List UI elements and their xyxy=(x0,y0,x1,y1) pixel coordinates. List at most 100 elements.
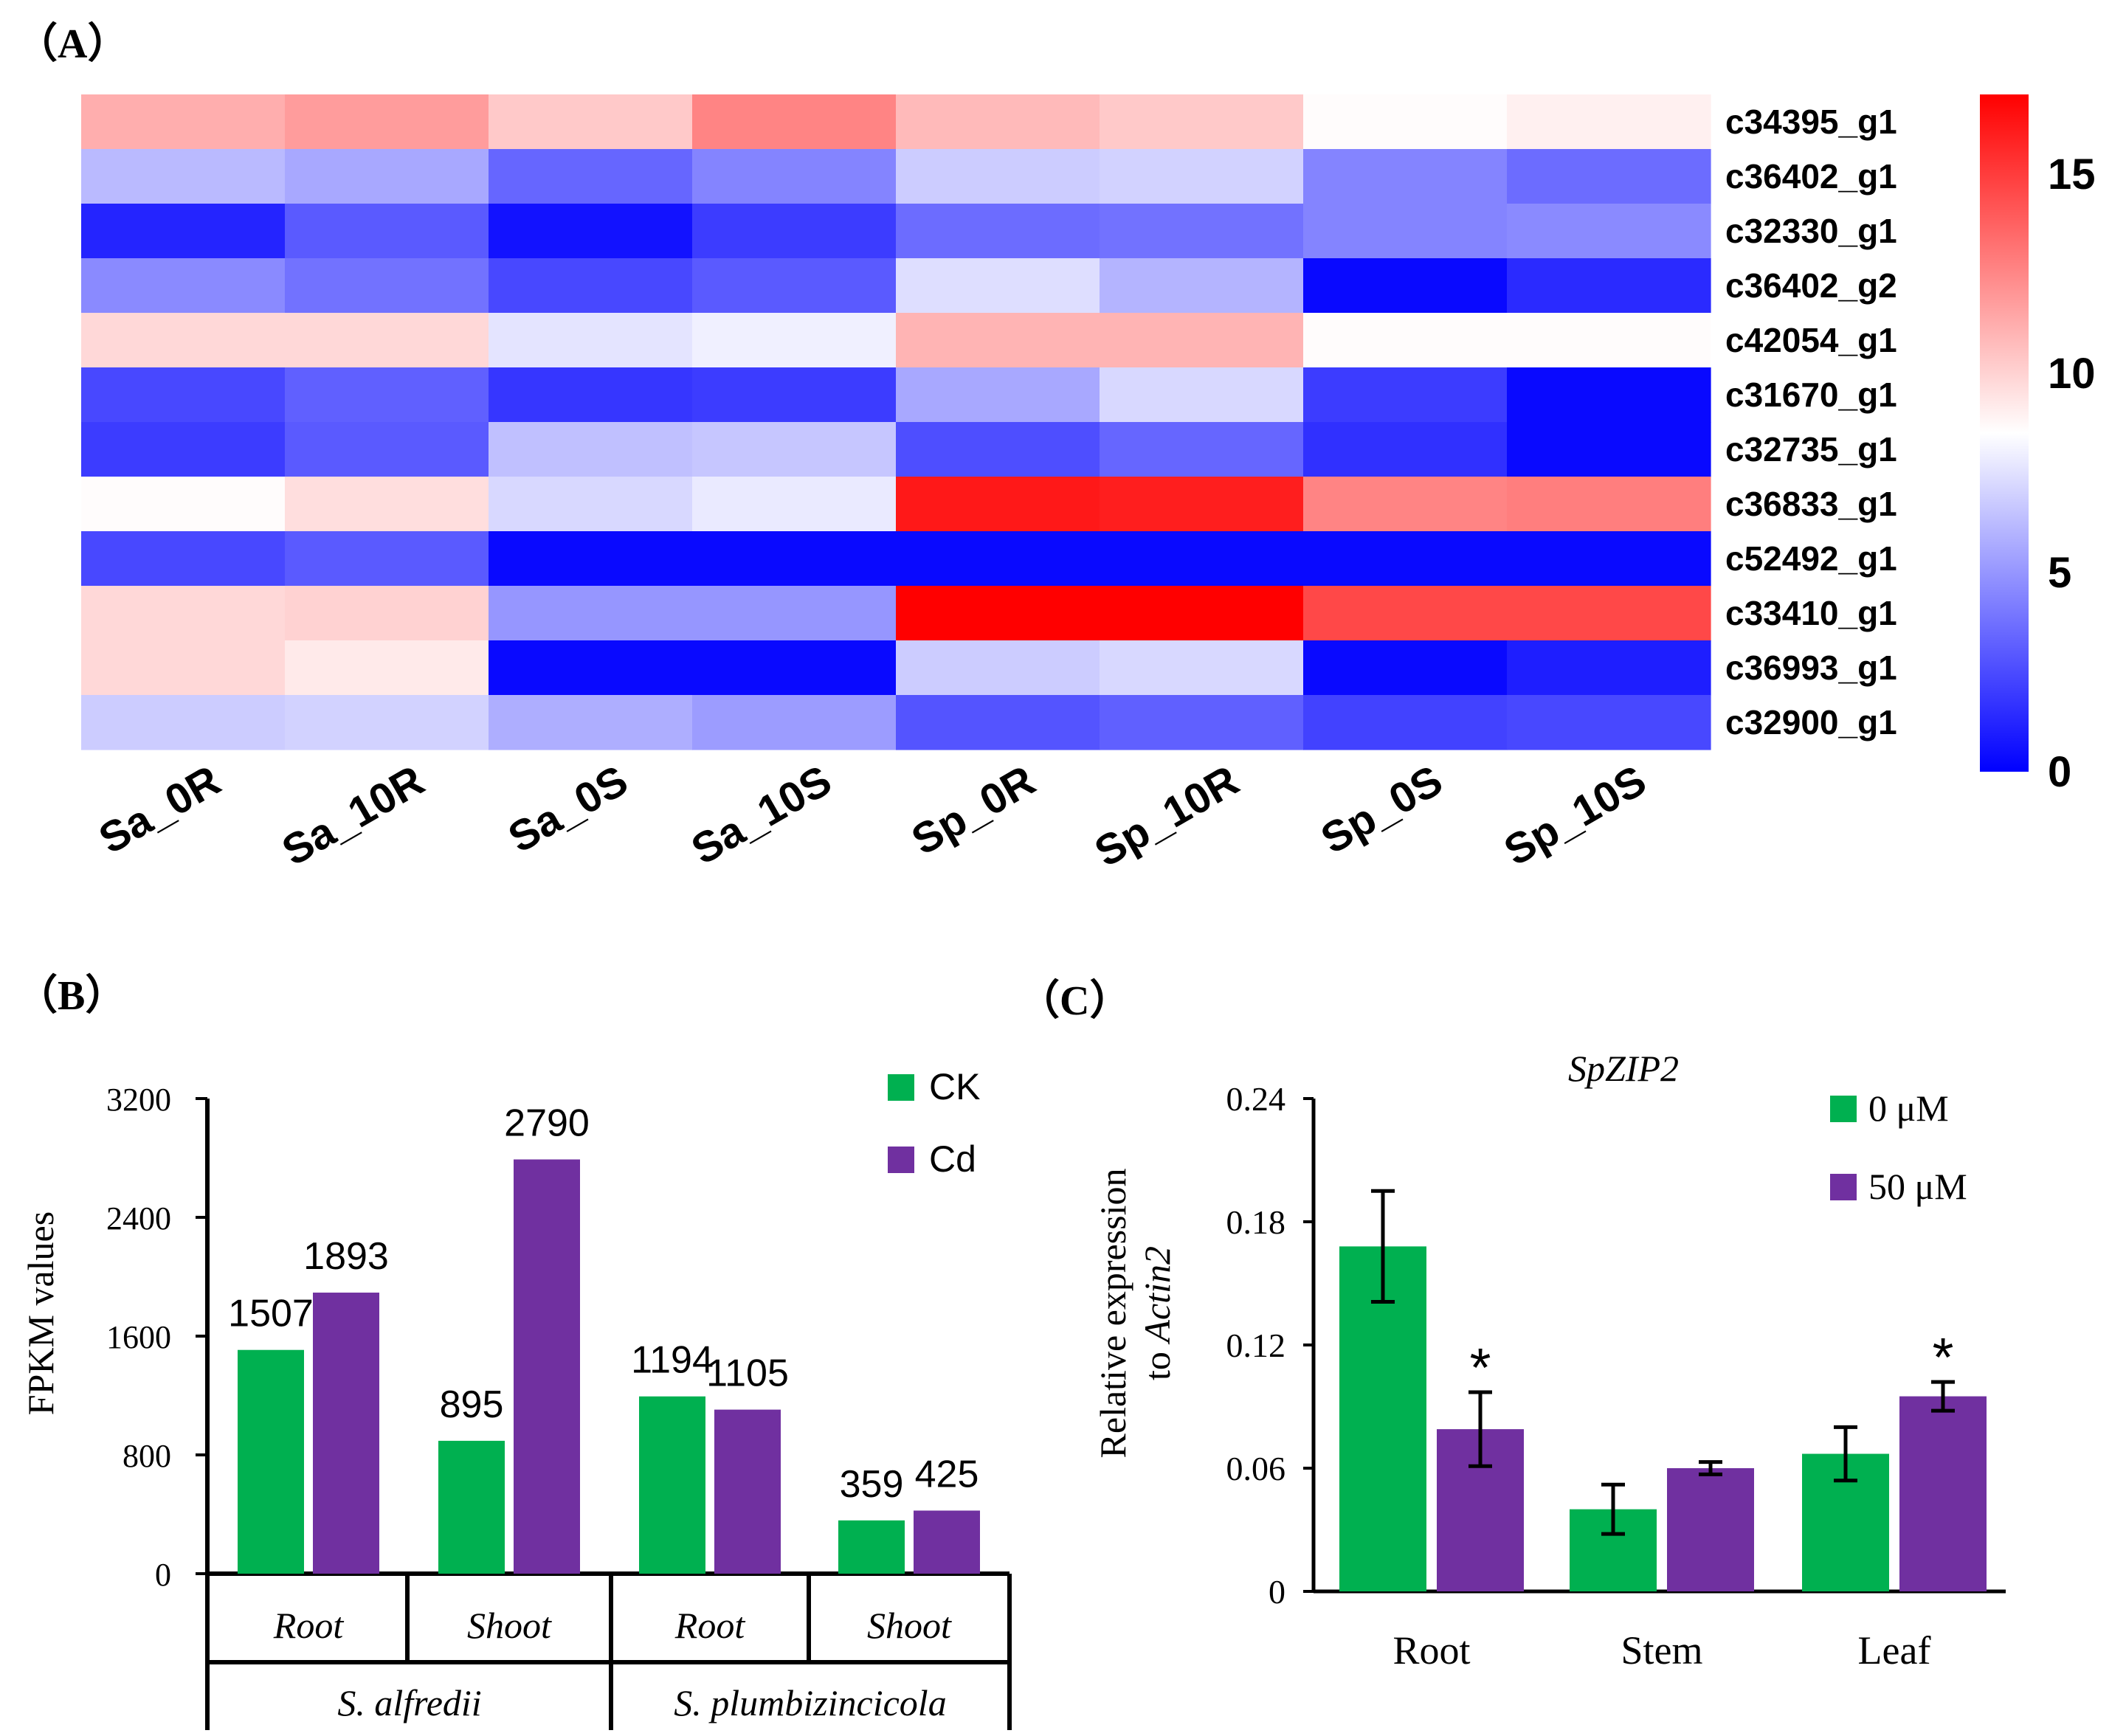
panel-c-bar-chart: （C） SpZIP2 Relative expression to Actin2… xyxy=(1018,978,2006,1673)
heatmap-cell-c31670_g1-Sp_10S xyxy=(1507,367,1711,423)
panel-b-category-label: Shoot xyxy=(467,1605,552,1646)
heatmap-cell-c36402_g2-Sp_10R xyxy=(1100,258,1304,314)
colorbar-tick-label: 5 xyxy=(2048,549,2071,597)
panel-c-category-label: Leaf xyxy=(1858,1628,1931,1673)
panel-c-legend: 0 μM 50 μM xyxy=(1830,1087,1967,1207)
heatmap-cell-c32735_g1-Sp_0S xyxy=(1303,422,1508,477)
heatmap-row-label: c32330_g1 xyxy=(1725,212,1897,250)
heatmap-column-labels: Sa_0R Sa_10R Sa_0S Sa_10S Sp_0R Sp_10R Sp_0S Sp… xyxy=(91,756,1654,876)
heatmap-cell-c34395_g1-Sp_0R xyxy=(896,94,1100,150)
heatmap-cell-c52492_g1-Sp_10S xyxy=(1507,531,1711,587)
panel-b-legend-swatch-ck xyxy=(888,1074,914,1101)
heatmap-cell-c36402_g1-Sp_0S xyxy=(1303,149,1508,204)
heatmap-cell-c36402_g2-Sp_0R xyxy=(896,258,1100,314)
heatmap-cell-c32330_g1-Sa_0S xyxy=(489,204,693,259)
panel-b-data-label: 359 xyxy=(840,1463,904,1506)
panel-c-title: SpZIP2 xyxy=(1568,1048,1679,1089)
heatmap-cell-c52492_g1-Sp_0R xyxy=(896,531,1100,587)
panel-b-bar-cd-0 xyxy=(313,1293,379,1574)
colorbar-tick-label: 15 xyxy=(2048,151,2096,198)
heatmap-cell-c31670_g1-Sp_0S xyxy=(1303,367,1508,423)
heatmap-row-label: c33410_g1 xyxy=(1725,594,1897,632)
colorbar xyxy=(1980,94,2029,772)
panel-c-label: （C） xyxy=(1018,978,1131,1024)
heatmap-cell-c32735_g1-Sa_10R xyxy=(285,422,489,477)
panel-b-data-label: 1194 xyxy=(631,1339,714,1382)
panel-c-y-axis-title: Relative expression to Actin2 xyxy=(1092,1169,1178,1459)
panel-b-bar-ck-3 xyxy=(838,1520,905,1574)
panel-c-legend-label: 50 μM xyxy=(1868,1166,1967,1207)
panel-b-group-label: S. alfredii xyxy=(337,1682,481,1723)
heatmap-row-label: c34395_g1 xyxy=(1725,103,1897,141)
heatmap-cell-c32900_g1-Sp_0R xyxy=(896,695,1100,750)
heatmap-cell-c36402_g2-Sa_10R xyxy=(285,258,489,314)
heatmap-cells xyxy=(81,94,1711,750)
panel-b-bars: 1507 895 1194 359 1893 2790 1105 425 xyxy=(228,1102,980,1574)
heatmap-cell-c52492_g1-Sp_10R xyxy=(1100,531,1304,587)
heatmap-row-label: c36993_g1 xyxy=(1725,649,1897,687)
heatmap-cell-c52492_g1-Sa_0S xyxy=(489,531,693,587)
heatmap-cell-c36833_g1-Sp_0R xyxy=(896,477,1100,532)
heatmap-cell-c36402_g2-Sp_0S xyxy=(1303,258,1508,314)
panel-b-legend-swatch-cd xyxy=(888,1147,914,1173)
heatmap-cell-c42054_g1-Sa_10S xyxy=(692,313,897,368)
heatmap-row-labels: c34395_g1 c36402_g1 c32330_g1 c36402_g2 c420… xyxy=(1725,103,1897,741)
heatmap-row-label: c32900_g1 xyxy=(1725,703,1897,741)
panel-c-axes xyxy=(1311,1099,2006,1594)
heatmap-cell-c34395_g1-Sp_0S xyxy=(1303,94,1508,150)
heatmap-cell-c36402_g1-Sa_10S xyxy=(692,149,897,204)
panel-b-category-label: Shoot xyxy=(867,1605,952,1646)
heatmap-cell-c42054_g1-Sp_10R xyxy=(1100,313,1304,368)
heatmap-column-label: Sa_10R xyxy=(274,756,432,875)
heatmap-cell-c36833_g1-Sp_10R xyxy=(1100,477,1304,532)
panel-b-y-tick-label: 2400 xyxy=(106,1200,171,1237)
heatmap-cell-c36402_g1-Sa_0S xyxy=(489,149,693,204)
panel-b-y-axis-title: FPKM values xyxy=(20,1211,61,1415)
heatmap-cell-c52492_g1-Sa_10S xyxy=(692,531,897,587)
heatmap-row-label: c31670_g1 xyxy=(1725,376,1897,414)
heatmap-cell-c36833_g1-Sa_10R xyxy=(285,477,489,532)
heatmap-cell-c42054_g1-Sa_0R xyxy=(81,313,286,368)
panel-c-significance-marker: * xyxy=(1933,1327,1954,1388)
heatmap-column-label: Sp_10R xyxy=(1087,756,1247,876)
heatmap-column-label: Sa_0S xyxy=(500,756,635,862)
panel-c-category-label: Root xyxy=(1392,1628,1470,1673)
heatmap-cell-c32330_g1-Sp_10R xyxy=(1100,204,1304,259)
heatmap-cell-c36993_g1-Sa_0R xyxy=(81,640,286,696)
panel-b-group-label: S. plumbizincicola xyxy=(674,1682,946,1723)
heatmap-cell-c36833_g1-Sp_10S xyxy=(1507,477,1711,532)
heatmap-cell-c32900_g1-Sp_10S xyxy=(1507,695,1711,750)
heatmap-cell-c31670_g1-Sa_10R xyxy=(285,367,489,423)
panel-b-data-label: 895 xyxy=(440,1383,504,1426)
panel-c-bar-0um-0 xyxy=(1339,1246,1426,1591)
heatmap-cell-c31670_g1-Sp_0R xyxy=(896,367,1100,423)
heatmap-cell-c36993_g1-Sa_10S xyxy=(692,640,897,696)
heatmap-cell-c42054_g1-Sp_0R xyxy=(896,313,1100,368)
panel-c-legend-label: 0 μM xyxy=(1868,1087,1949,1129)
heatmap-cell-c36402_g1-Sp_10R xyxy=(1100,149,1304,204)
panel-b-y-tick-label: 0 xyxy=(155,1557,171,1593)
heatmap-cell-c33410_g1-Sp_10S xyxy=(1507,586,1711,641)
panel-b-y-ticks: 0 800 1600 2400 3200 xyxy=(106,1082,207,1593)
heatmap-row-label: c52492_g1 xyxy=(1725,539,1897,578)
panel-c-y-tick-label: 0.12 xyxy=(1226,1327,1286,1364)
heatmap-cell-c34395_g1-Sa_0R xyxy=(81,94,286,150)
panel-b-legend-label: CK xyxy=(929,1066,980,1107)
panel-c-y-tick-label: 0.18 xyxy=(1226,1203,1286,1241)
heatmap-cell-c32900_g1-Sa_0S xyxy=(489,695,693,750)
heatmap-column-label: Sa_0R xyxy=(91,756,228,863)
heatmap-cell-c36402_g1-Sp_0R xyxy=(896,149,1100,204)
heatmap-cell-c36402_g1-Sp_10S xyxy=(1507,149,1711,204)
heatmap-cell-c34395_g1-Sp_10R xyxy=(1100,94,1304,150)
heatmap-cell-c33410_g1-Sa_10S xyxy=(692,586,897,641)
heatmap-cell-c36993_g1-Sa_0S xyxy=(489,640,693,696)
heatmap-cell-c32735_g1-Sp_0R xyxy=(896,422,1100,477)
heatmap-cell-c32900_g1-Sa_0R xyxy=(81,695,286,750)
panel-c-legend-swatch-0 xyxy=(1830,1096,1857,1122)
panel-b-y-tick-label: 3200 xyxy=(106,1082,171,1118)
heatmap-cell-c32735_g1-Sp_10S xyxy=(1507,422,1711,477)
heatmap-cell-c52492_g1-Sa_0R xyxy=(81,531,286,587)
heatmap-cell-c36993_g1-Sp_10R xyxy=(1100,640,1304,696)
panel-c-legend-swatch-1 xyxy=(1830,1174,1857,1200)
panel-c-y-axis-title-line1: Relative expression xyxy=(1092,1169,1133,1459)
